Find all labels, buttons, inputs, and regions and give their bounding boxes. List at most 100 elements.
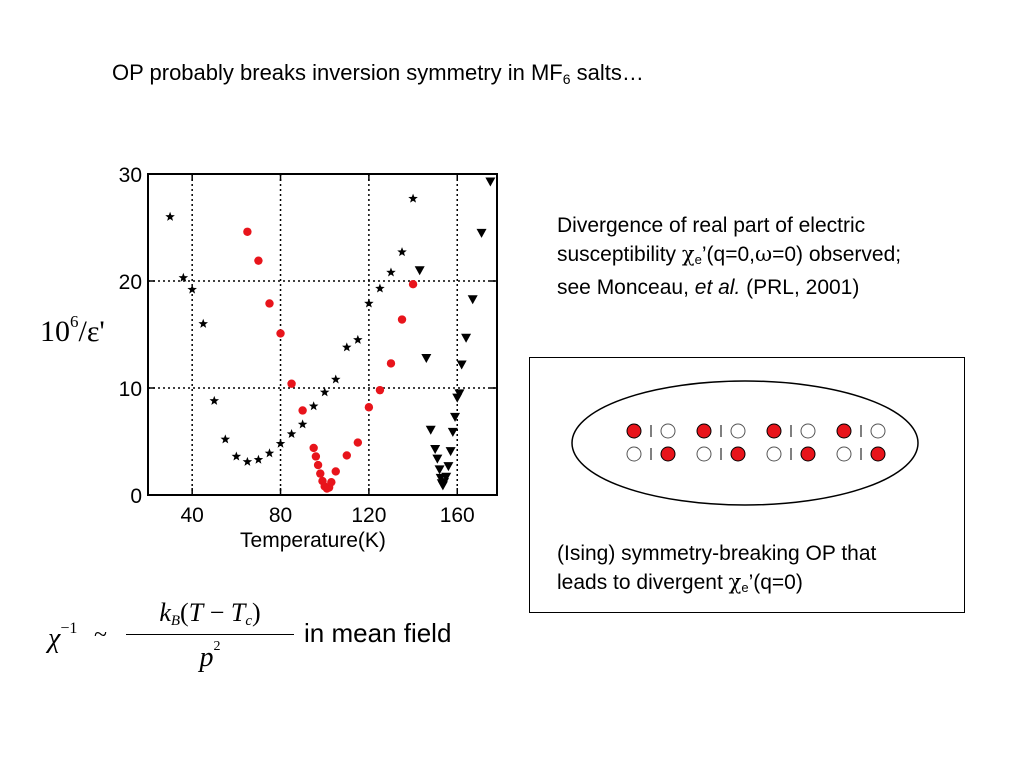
y-axis-label-exponent: 6 bbox=[70, 312, 79, 331]
y-tick-label: 20 bbox=[119, 271, 142, 294]
formula-p-exponent: 2 bbox=[213, 639, 221, 654]
slide-title: OP probably breaks inversion symmetry in… bbox=[112, 60, 644, 87]
star-marker bbox=[364, 298, 374, 308]
star-marker bbox=[275, 438, 286, 448]
open-site bbox=[836, 446, 852, 462]
triangle-marker bbox=[434, 465, 445, 475]
ising-diagram bbox=[571, 380, 919, 506]
description-line-3-post: (PRL, 2001) bbox=[740, 276, 860, 299]
formula-numerator: kB(T − Tc) bbox=[122, 598, 298, 630]
triangle-marker bbox=[461, 333, 472, 343]
description-line-3-italic: et al. bbox=[694, 276, 741, 299]
y-axis-label-rest: /ε' bbox=[78, 315, 105, 348]
star-marker bbox=[178, 272, 189, 282]
star-marker bbox=[397, 247, 407, 257]
star-marker bbox=[308, 401, 319, 411]
marks-layer bbox=[165, 177, 496, 493]
caption-line-2-post: ’(q=0) bbox=[748, 571, 803, 594]
y-axis-label-base: 10 bbox=[40, 315, 70, 348]
plot-frame bbox=[147, 173, 498, 496]
triangle-marker bbox=[421, 354, 432, 364]
filled-site bbox=[836, 423, 852, 439]
star-marker bbox=[253, 454, 264, 464]
circle-marker bbox=[287, 379, 296, 388]
formula-paren-close: ) bbox=[252, 598, 261, 627]
open-site bbox=[696, 446, 712, 462]
triangle-marker bbox=[430, 444, 441, 454]
x-axis-label: Temperature(K) bbox=[240, 529, 386, 552]
formula-Tc-subscript: c bbox=[245, 613, 252, 629]
triangle-marker bbox=[445, 447, 456, 457]
caption-text: (Ising) symmetry-breaking OP that leads … bbox=[557, 540, 876, 602]
y-tick-label: 10 bbox=[119, 378, 142, 401]
star-marker bbox=[286, 429, 297, 439]
circle-marker bbox=[364, 403, 374, 412]
circle-marker bbox=[276, 329, 285, 338]
circle-marker bbox=[254, 256, 263, 265]
formula-chi: χ−1 bbox=[48, 620, 77, 655]
formula-minus: − bbox=[203, 598, 231, 627]
circle-marker bbox=[386, 359, 396, 368]
triangle-marker bbox=[447, 427, 458, 437]
tick-layer: 40 80 120 160 0 10 20 30 bbox=[119, 164, 497, 527]
triangle-marker bbox=[450, 412, 461, 422]
caption-chi-subscript: e bbox=[741, 580, 749, 595]
star-marker bbox=[353, 334, 363, 344]
formula-chi-symbol: χ bbox=[48, 623, 61, 654]
star-marker bbox=[319, 387, 330, 397]
y-tick-label: 30 bbox=[119, 164, 142, 187]
formula-fraction: kB(T − Tc) p2 bbox=[122, 598, 298, 674]
triangle-marker bbox=[467, 295, 478, 305]
y-axis-label: 106/ε' bbox=[40, 312, 105, 349]
circle-marker bbox=[311, 452, 321, 461]
description-line-3: see Monceau, et al. (PRL, 2001) bbox=[557, 274, 901, 302]
star-marker bbox=[209, 395, 220, 405]
x-tick-label: 160 bbox=[440, 504, 475, 527]
circle-marker bbox=[397, 315, 407, 324]
star-marker bbox=[220, 434, 231, 444]
formula-tilde: ~ bbox=[94, 622, 107, 648]
triangle-marker bbox=[432, 454, 443, 464]
star-marker bbox=[231, 451, 242, 461]
filled-site bbox=[626, 423, 642, 439]
x-tick-label: 40 bbox=[180, 504, 203, 527]
star-marker bbox=[297, 419, 308, 429]
caption-line-1: (Ising) symmetry-breaking OP that bbox=[557, 542, 877, 565]
omega-symbol: ω bbox=[754, 242, 773, 266]
triangle-marker bbox=[454, 389, 465, 399]
circle-marker bbox=[327, 477, 336, 487]
chi-subscript: e bbox=[694, 252, 702, 267]
chain-ellipse bbox=[571, 380, 919, 506]
star-marker bbox=[165, 211, 175, 221]
x-tick-label: 80 bbox=[269, 504, 292, 527]
caption-chi-symbol: χ bbox=[728, 570, 742, 594]
triangle-marker bbox=[485, 177, 496, 187]
star-marker bbox=[408, 193, 418, 203]
caption-line-2-pre: leads to divergent bbox=[557, 571, 729, 594]
star-marker bbox=[342, 342, 352, 352]
triangle-marker bbox=[441, 472, 452, 482]
open-site bbox=[870, 423, 886, 439]
description-line-3-pre: see Monceau, bbox=[557, 276, 695, 299]
filled-site bbox=[660, 446, 676, 462]
star-marker bbox=[331, 374, 341, 384]
caption-line-2: leads to divergent χe’(q=0) bbox=[557, 568, 876, 602]
formula-k-subscript: B bbox=[170, 613, 181, 629]
circle-marker bbox=[353, 438, 363, 447]
slide-title-subscript: 6 bbox=[562, 71, 571, 87]
grid-layer bbox=[148, 174, 497, 495]
formula-Tc: T bbox=[230, 598, 246, 627]
filled-site bbox=[730, 446, 746, 462]
slide-title-tail: salts… bbox=[570, 60, 644, 85]
circle-marker bbox=[309, 443, 318, 453]
formula-chi-exponent: −1 bbox=[60, 620, 78, 637]
triangle-marker bbox=[414, 266, 425, 276]
formula-paren-open: ( bbox=[180, 598, 189, 627]
open-site bbox=[800, 423, 816, 439]
formula-k: k bbox=[159, 598, 171, 627]
formula-p: p bbox=[199, 642, 214, 673]
star-marker bbox=[187, 284, 197, 294]
circle-marker bbox=[313, 460, 323, 470]
circle-marker bbox=[408, 280, 418, 289]
description-line-2-mid: ’(q=0, bbox=[701, 243, 755, 266]
